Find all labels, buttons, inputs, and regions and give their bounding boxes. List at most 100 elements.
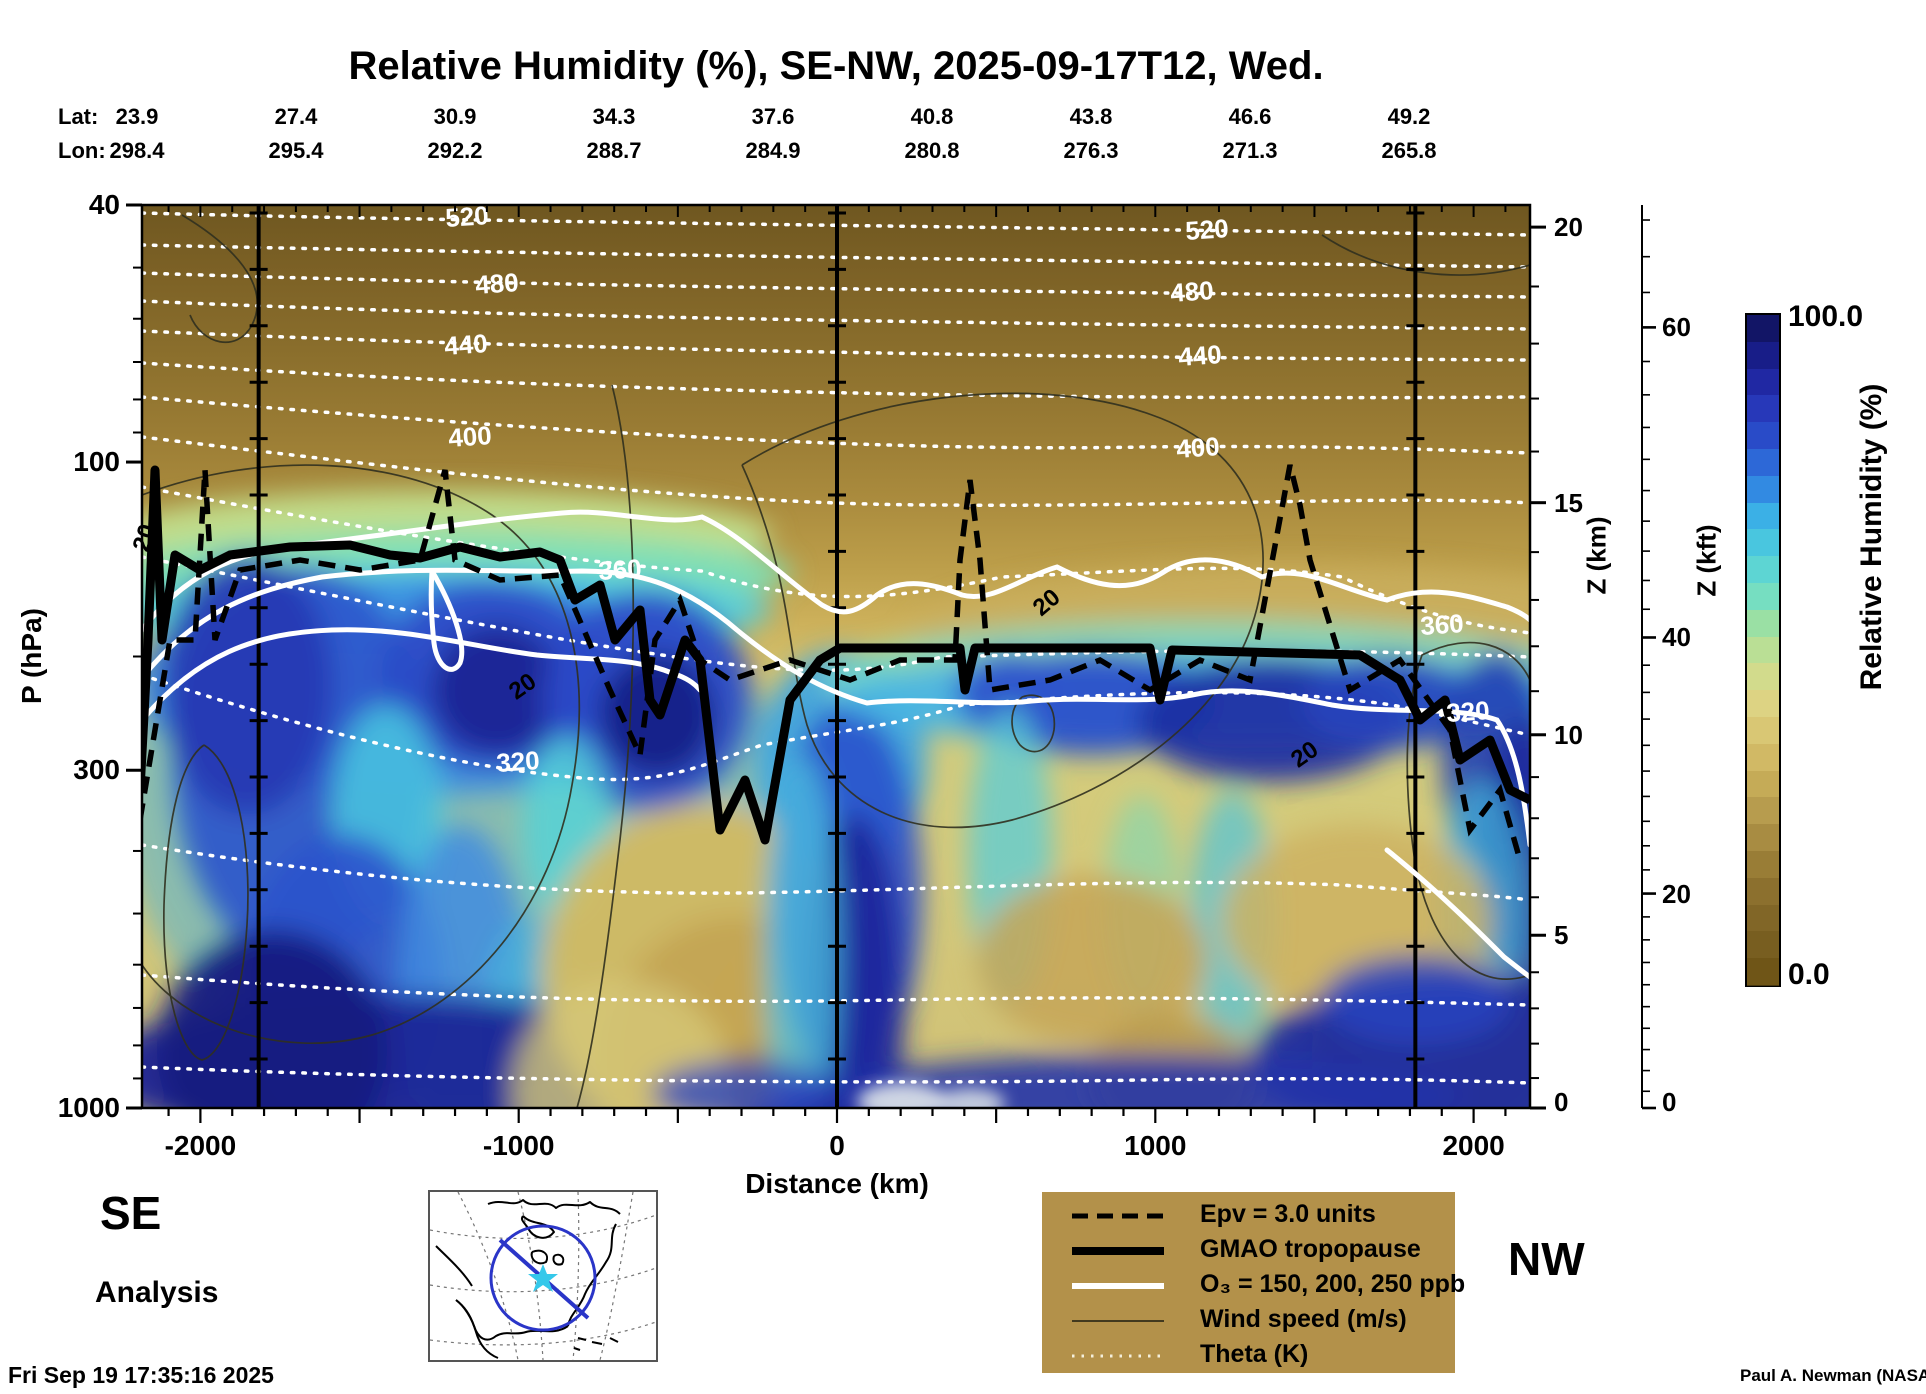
pressure-tick-label: 40 [88,189,120,220]
epv-symbol [1072,1213,1164,1219]
colorbar-segment [1747,690,1779,719]
lat-value: 43.8 [1069,104,1113,129]
epv-contour [142,464,1523,861]
corner-label-nw: NW [1508,1233,1585,1285]
legend-item-epv: Epv = 3.0 units [1042,1198,1455,1234]
legend-label-wind: Wind speed (m/s) [1200,1305,1407,1334]
lat-value: 30.9 [433,104,477,129]
pressure-axis-title: P (hPa) [16,608,47,704]
track-marker-lines [249,205,1425,1108]
legend-label-epv: Epv = 3.0 units [1200,1200,1376,1229]
colorbar-segment [1747,717,1779,746]
colorbar-segment [1747,797,1779,826]
colorbar-segment [1747,422,1779,451]
ozone-symbol [1072,1283,1164,1289]
colorbar-max-label: 100.0 [1788,300,1864,333]
zkft-tick-label: 0 [1662,1087,1677,1117]
lat-value: 40.8 [910,104,954,129]
tropopause-symbol [1072,1247,1164,1255]
legend-item-ozone: O₃ = 150, 200, 250 ppb [1042,1268,1465,1304]
colorbar-segment [1747,824,1779,853]
pressure-tick-label: 300 [73,754,120,786]
colorbar-segment [1747,395,1779,424]
cross-section-plot [142,205,1530,1108]
zkm-tick-label: 5 [1554,920,1569,951]
legend-box: Epv = 3.0 units GMAO tropopause O₃ = 150, … [1042,1192,1465,1374]
zkm-axis-title: Z (km) [1581,516,1612,595]
lat-value: 34.3 [592,104,636,129]
chart-title: Relative Humidity (%), SE-NW, 2025-09-17… [348,44,1324,88]
distance-tick-label: 1000 [1124,1130,1187,1161]
colorbar-segment [1747,502,1779,531]
lon-value: 292.2 [427,138,483,163]
colorbar-min-label: 0.0 [1788,958,1830,991]
colorbar-segment [1747,449,1779,478]
colorbar [1745,313,1781,987]
wind-symbol [1072,1320,1164,1322]
colorbar-segment [1747,583,1779,612]
pressure-tick-label: 100 [73,446,120,478]
zkm-tick-label: 15 [1554,487,1583,518]
colorbar-segment [1747,931,1779,960]
map-center-star [528,1264,558,1292]
colorbar-segment [1747,475,1779,505]
zkft-tick-label: 60 [1662,312,1691,343]
colorbar-segment [1747,636,1779,665]
colorbar-segment [1747,341,1779,371]
lat-value: 37.6 [751,104,795,129]
map-range-circle [489,1224,597,1332]
colorbar-segment [1747,743,1779,773]
distance-tick-label: -1000 [482,1130,555,1161]
legend-label-tropopause: GMAO tropopause [1200,1235,1421,1264]
zkm-tick-label: 0 [1554,1087,1569,1117]
legend-item-theta: Theta (K) [1042,1338,1455,1374]
lon-value: 276.3 [1063,138,1119,163]
colorbar-segment [1747,904,1779,933]
colorbar-segment [1747,315,1779,344]
colorbar-segment [1747,556,1779,585]
legend-label-theta: Theta (K) [1200,1340,1309,1369]
credit-text: Paul A. Newman (NASA [1740,1366,1926,1385]
distance-tick-label: 0 [829,1130,845,1161]
lon-value: 265.8 [1381,138,1437,163]
colorbar-segment [1747,609,1779,639]
lat-value: 46.6 [1228,104,1272,129]
rh-surface-gaps [857,1082,1005,1108]
distance-tick-label: 2000 [1442,1130,1505,1161]
colorbar-title: Relative Humidity (%) [1855,383,1888,691]
distance-axis-title: Distance (km) [745,1168,929,1199]
theta-symbol [1072,1354,1164,1358]
pressure-tick-label: 1000 [57,1092,120,1123]
zkft-axis-title: Z (kft) [1691,524,1722,597]
legend-item-tropopause: GMAO tropopause [1042,1233,1455,1269]
colorbar-segment [1747,529,1779,558]
lon-value: 295.4 [268,138,324,163]
zkm-tick-label: 20 [1554,212,1583,243]
colorbar-segment [1747,368,1779,397]
map-graticule [429,1191,657,1361]
inset-map [428,1190,658,1362]
lon-value: 280.8 [904,138,960,163]
wind-speed-contours [142,214,1530,1108]
zkm-tick-label: 10 [1554,719,1583,750]
lat-value: 49.2 [1387,104,1431,129]
zkft-tick-label: 20 [1662,878,1691,909]
theta-contours [142,211,1530,1085]
lon-value: 298.4 [109,138,165,163]
corner-label-se: SE [100,1187,162,1239]
legend-label-ozone: O₃ = 150, 200, 250 ppb [1200,1270,1466,1299]
lon-row-label: Lon: [58,138,106,163]
lon-value: 288.7 [586,138,642,163]
analysis-label: Analysis [95,1276,219,1309]
lat-row-label: Lat: [58,104,99,129]
creation-timestamp: Fri Sep 19 17:35:16 2025 [8,1362,274,1388]
lon-value: 284.9 [745,138,801,163]
legend-item-wind: Wind speed (m/s) [1042,1303,1455,1339]
colorbar-segment [1747,770,1779,799]
colorbar-segment [1747,877,1779,907]
tropopause-line [142,465,1530,845]
distance-tick-label: -2000 [164,1130,237,1161]
colorbar-segment [1747,958,1779,987]
